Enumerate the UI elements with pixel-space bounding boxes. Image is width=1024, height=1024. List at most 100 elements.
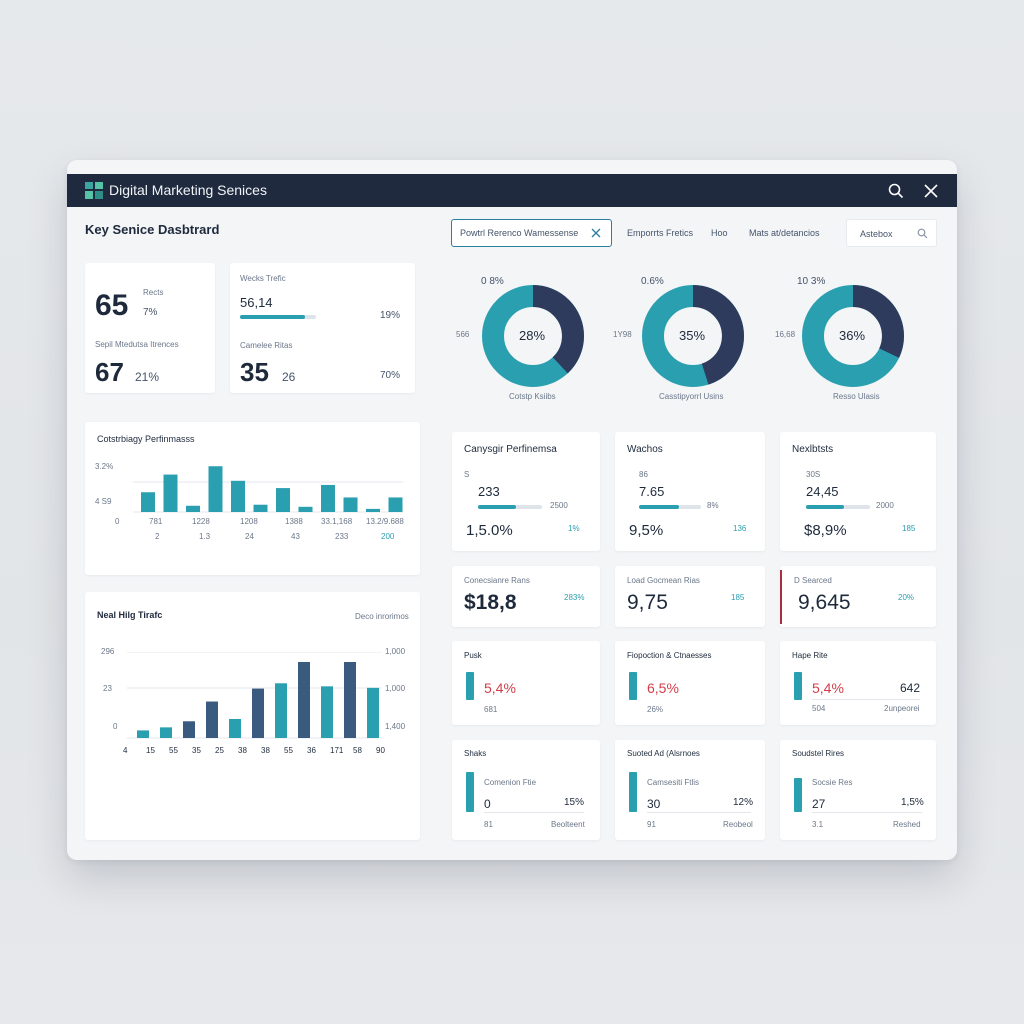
- chart-bar: [298, 662, 310, 738]
- donut-chart: 10 3% 16,68 36% Resso Ulasis: [771, 268, 921, 408]
- donut-center: 36%: [839, 328, 866, 343]
- divider: [812, 812, 922, 813]
- kpi-value: 35: [240, 357, 269, 387]
- metric-big: 1,5.0%: [466, 522, 513, 539]
- x-tick: 43: [291, 532, 300, 541]
- kpi-label: Sepil Mtedutsa Itrences: [95, 340, 179, 349]
- metric-title: D Searced: [794, 576, 832, 585]
- metric-value: 30: [647, 797, 661, 811]
- metric-sub: S: [464, 470, 470, 479]
- chart-bar: [343, 497, 358, 512]
- kpi-sub: 26: [282, 370, 296, 384]
- chart-bar: [160, 727, 172, 738]
- divider: [484, 812, 584, 813]
- progress-label: 2500: [550, 501, 568, 510]
- metric-title: Suoted Ad (Alsrnoes: [627, 749, 700, 758]
- x-tick: 24: [245, 532, 254, 541]
- search-icon[interactable]: [887, 182, 905, 200]
- metric-value: 24,45: [806, 484, 839, 499]
- y-tick: 4 S9: [95, 497, 112, 506]
- metric-right: 185: [731, 593, 745, 602]
- x-tick: 35: [192, 746, 201, 755]
- metric-foot: 81: [484, 820, 493, 829]
- chart-bar: [229, 719, 241, 738]
- metric-sub: 681: [484, 705, 498, 714]
- progress-fill: [240, 315, 305, 319]
- chart-bar: [276, 488, 290, 512]
- y-tick: 0: [115, 517, 120, 526]
- x-tick: 55: [169, 746, 178, 755]
- metric-big: 9,5%: [629, 522, 664, 539]
- app-title: Digital Marketing Senices: [109, 182, 267, 198]
- metric-sub-label: Camsesiti Ftlis: [647, 778, 700, 787]
- metric-foot: Beolteent: [551, 820, 585, 829]
- progress-bar: [240, 315, 316, 319]
- progress-fill: [478, 505, 517, 509]
- metric-card: Pusk 5,4% 681: [452, 641, 600, 725]
- donut-side-label: 566: [456, 330, 470, 339]
- progress-bar: [806, 505, 870, 509]
- chart-title: Neal Hilg Tirafc: [97, 610, 163, 620]
- metric-sub-label: Socsie Res: [812, 778, 853, 787]
- search-field[interactable]: [451, 219, 612, 247]
- search-input[interactable]: [460, 225, 588, 241]
- donut-center: 28%: [519, 328, 546, 343]
- progress-label: 2000: [876, 501, 894, 510]
- chart-bar: [298, 506, 313, 512]
- x-tick: 200: [381, 532, 395, 541]
- clear-icon[interactable]: [590, 227, 602, 239]
- bar-chart: [133, 466, 403, 513]
- chart-bar: [137, 730, 149, 738]
- chart-bar: [388, 497, 403, 512]
- donut-center: 35%: [679, 328, 706, 343]
- metric-sub-label: Comenion Ftie: [484, 778, 537, 787]
- accent-stripe: [780, 570, 782, 624]
- metric-title: Load Gocmean Rias: [627, 576, 700, 585]
- metric-sub: 30S: [806, 470, 821, 479]
- kpi-label: Rects: [143, 288, 164, 297]
- kpi-pct: 21%: [135, 370, 160, 384]
- chart-bar: [321, 484, 335, 512]
- chart-bar: [183, 721, 195, 738]
- page-title: Key Senice Dasbtrard: [85, 222, 220, 237]
- metric-right: 20%: [898, 593, 915, 602]
- nav-link-metrics[interactable]: Mats at/detancios: [749, 228, 820, 238]
- x-tick: 233: [335, 532, 349, 541]
- donut-caption: Cotstp Ksiibs: [509, 392, 556, 401]
- metric-card: D Searced 9,645 20%: [780, 566, 936, 627]
- y-tick: 23: [103, 684, 112, 693]
- kpi-card: Wecks Trefic 56,14 19% Camelee Ritas 35 …: [230, 263, 415, 393]
- kpi-value: 56,14: [240, 295, 273, 310]
- y-tick: 296: [101, 647, 115, 656]
- donut-caption: Casstipyorrl Usins: [659, 392, 724, 401]
- metric-title: Pusk: [464, 651, 482, 660]
- metric-value: 5,4%: [812, 680, 844, 696]
- metric-indicator: [466, 672, 474, 700]
- nav-link-reports[interactable]: Emporrts Fretics: [627, 228, 694, 238]
- x-tick: 36: [307, 746, 316, 755]
- search-icon[interactable]: [917, 228, 928, 239]
- close-icon[interactable]: [922, 182, 940, 200]
- kpi-value: 65: [95, 289, 129, 322]
- metric-card: Fiopoction & Ctnaesses 6,5% 26%: [615, 641, 765, 725]
- metric-title: Hape Rite: [792, 651, 828, 660]
- metric-value: 7.65: [639, 484, 665, 499]
- metric-value: 233: [478, 484, 500, 499]
- metric-foot: Reobeol: [723, 820, 753, 829]
- nav-link-home[interactable]: Hoo: [711, 228, 728, 238]
- donut-top-label: 10 3%: [797, 276, 826, 287]
- chart-legend: Deco inrorimos: [355, 612, 409, 621]
- progress-bar: [478, 505, 542, 509]
- y-tick-right: 1,400: [385, 722, 406, 731]
- x-tick: 55: [284, 746, 293, 755]
- chart-card: Neal Hilg Tirafc Deco inrorimos 296 23 0…: [85, 592, 420, 840]
- metric-card: Wachos 86 7.65 8% 9,5% 136: [615, 432, 765, 551]
- metric-value: 6,5%: [647, 680, 679, 696]
- progress-fill: [806, 505, 845, 509]
- progress-fill: [639, 505, 680, 509]
- metric-sub: 86: [639, 470, 648, 479]
- secondary-search[interactable]: Astebox: [846, 219, 937, 247]
- title-bar: Digital Marketing Senices: [67, 174, 957, 207]
- x-tick: 90: [376, 746, 385, 755]
- metric-right: 12%: [733, 797, 754, 808]
